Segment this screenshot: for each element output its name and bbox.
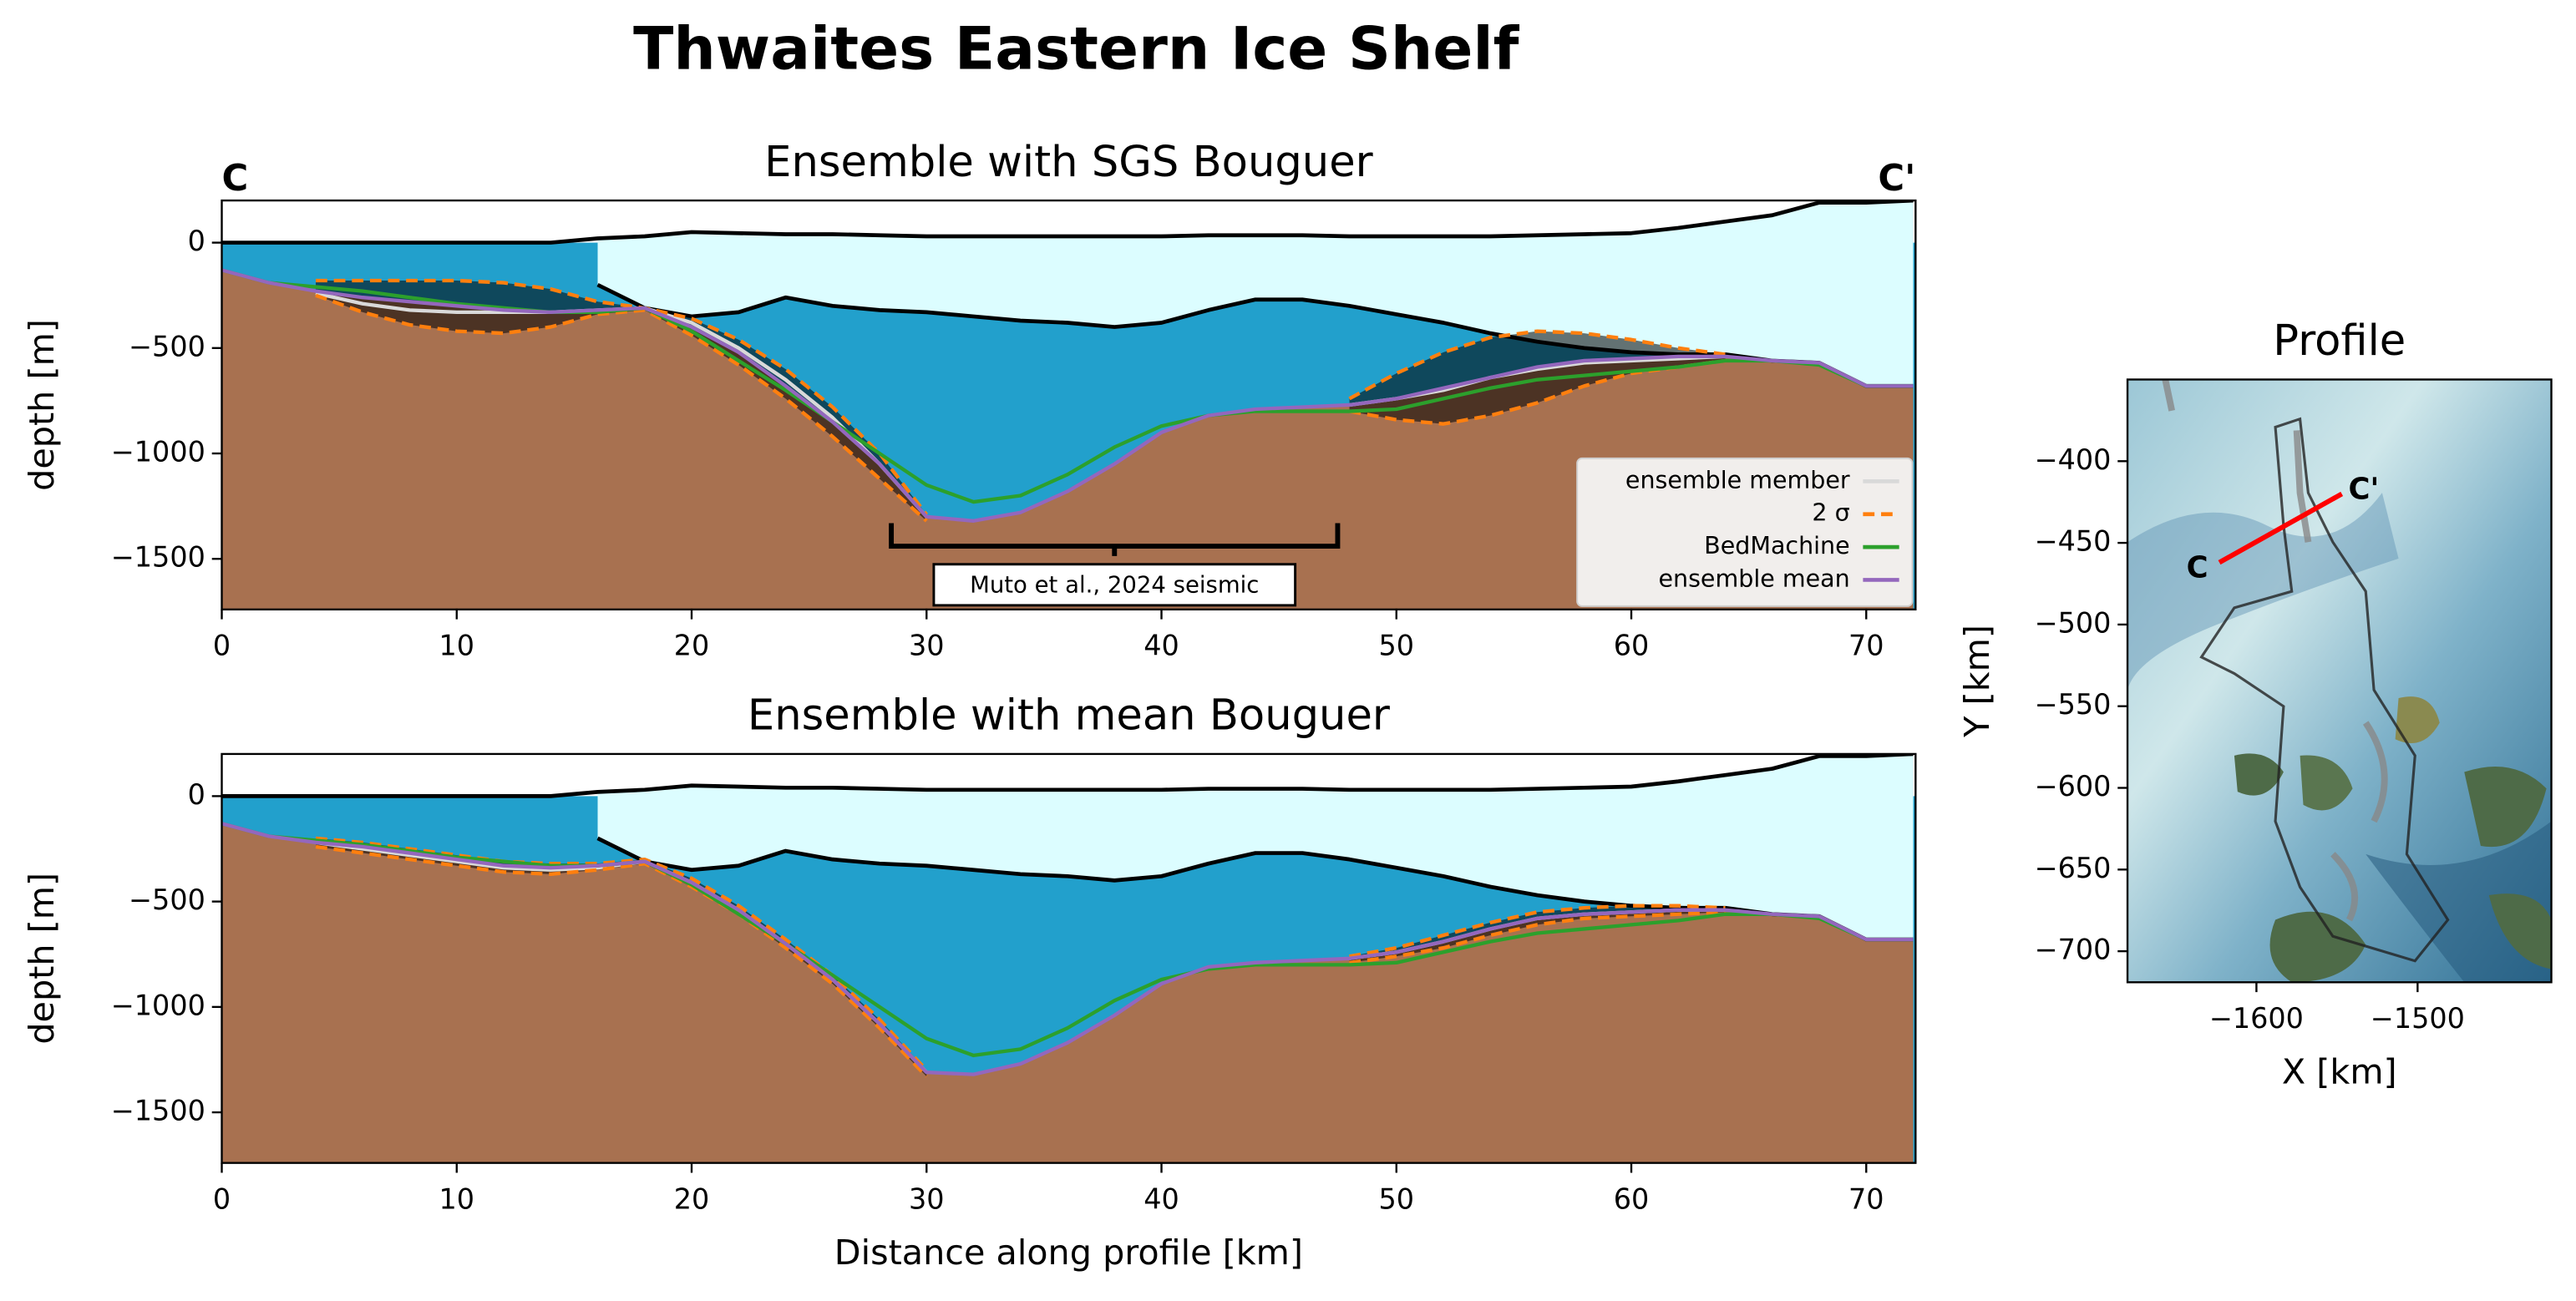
ice-line bbox=[221, 753, 1914, 798]
line-6 bbox=[221, 268, 1914, 523]
legend-label: BedMachine bbox=[1704, 532, 1849, 559]
y-tick-label: −550 bbox=[2035, 688, 2112, 721]
line-5 bbox=[221, 268, 1914, 504]
x-tick-label: 50 bbox=[1379, 630, 1415, 662]
axes-title: Profile bbox=[2273, 316, 2406, 366]
annotation-text: Muto et al., 2024 seismic bbox=[970, 571, 1259, 598]
x-tick-label: 50 bbox=[1379, 1182, 1415, 1215]
map-background bbox=[2127, 379, 2552, 983]
y-tick-label: −650 bbox=[2035, 852, 2112, 884]
profile-start-label: C bbox=[222, 158, 249, 200]
profile-point-label: C' bbox=[2349, 472, 2380, 506]
x-tick-label: 20 bbox=[674, 1182, 710, 1215]
x-tick-label: 70 bbox=[1848, 1182, 1884, 1215]
y-tick-label: −1000 bbox=[111, 436, 205, 468]
x-tick-label: 60 bbox=[1614, 1182, 1650, 1215]
x-tick-label: 40 bbox=[1143, 630, 1179, 662]
plot-area bbox=[221, 753, 1916, 1163]
y-tick-label: −700 bbox=[2035, 934, 2112, 966]
axes-frame bbox=[221, 752, 1917, 1164]
x-tick-label: 10 bbox=[439, 630, 475, 662]
y-tick-label: −500 bbox=[129, 330, 205, 362]
axes-frame bbox=[221, 199, 1917, 611]
x-tick-label: −1600 bbox=[2209, 1002, 2304, 1035]
annotation-box bbox=[932, 563, 1297, 607]
ensemble-spread bbox=[1349, 331, 1726, 424]
legend-label: ensemble mean bbox=[1658, 564, 1849, 592]
x-tick-label: 20 bbox=[674, 630, 710, 662]
legend-box bbox=[1576, 457, 1914, 607]
x-tick-label: 10 bbox=[439, 1182, 475, 1215]
x-tick-label: 0 bbox=[213, 1182, 231, 1215]
profile-line bbox=[2218, 491, 2344, 565]
legend-label: 2 σ bbox=[1812, 499, 1849, 527]
x-tick-label: 0 bbox=[213, 630, 231, 662]
line-5 bbox=[221, 822, 1914, 1058]
y-tick-label: −1000 bbox=[111, 989, 205, 1021]
y-axis-label: depth [m] bbox=[22, 319, 62, 491]
y-tick-label: −500 bbox=[129, 883, 205, 916]
y-tick-label: −1500 bbox=[111, 1095, 205, 1127]
y-axis-label: Y [km] bbox=[1957, 625, 1997, 738]
axes-frame bbox=[2126, 378, 2553, 984]
x-axis-label: Distance along profile [km] bbox=[834, 1233, 1303, 1273]
profile-point-label: C bbox=[2187, 550, 2208, 585]
bed bbox=[221, 823, 1914, 1163]
x-tick-label: 40 bbox=[1143, 1182, 1179, 1215]
axes-title: Ensemble with SGS Bouguer bbox=[764, 138, 1374, 187]
ice-shelf bbox=[597, 753, 1914, 940]
y-tick-label: −450 bbox=[2035, 525, 2112, 558]
y-tick-label: −600 bbox=[2035, 770, 2112, 802]
ice-line bbox=[596, 282, 1914, 388]
line-4 bbox=[315, 293, 1726, 523]
y-tick-label: −1500 bbox=[111, 541, 205, 574]
y-tick-label: 0 bbox=[188, 225, 205, 257]
line-4 bbox=[315, 844, 1726, 1078]
line-6 bbox=[221, 822, 1914, 1076]
bed bbox=[221, 270, 1914, 610]
ice-line bbox=[221, 200, 1914, 245]
annotation-bracket bbox=[889, 523, 1341, 556]
line-3 bbox=[316, 278, 1726, 516]
y-tick-label: −400 bbox=[2035, 443, 2112, 476]
axes-title: Ensemble with mean Bouguer bbox=[748, 691, 1391, 741]
x-tick-label: −1500 bbox=[2371, 1002, 2465, 1035]
x-axis-label: X [km] bbox=[2282, 1051, 2397, 1091]
y-tick-label: 0 bbox=[188, 778, 205, 811]
x-tick-label: 60 bbox=[1614, 630, 1650, 662]
x-tick-label: 30 bbox=[909, 630, 945, 662]
figure-title: Thwaites Eastern Ice Shelf bbox=[633, 14, 1520, 84]
x-tick-label: 70 bbox=[1848, 630, 1884, 662]
legend-label: ensemble member bbox=[1625, 466, 1850, 494]
x-tick-label: 30 bbox=[909, 1182, 945, 1215]
y-tick-label: −500 bbox=[2035, 606, 2112, 639]
plot-area bbox=[221, 200, 1916, 610]
y-axis-label: depth [m] bbox=[22, 873, 62, 1045]
profile-end-label: C' bbox=[1878, 158, 1915, 200]
